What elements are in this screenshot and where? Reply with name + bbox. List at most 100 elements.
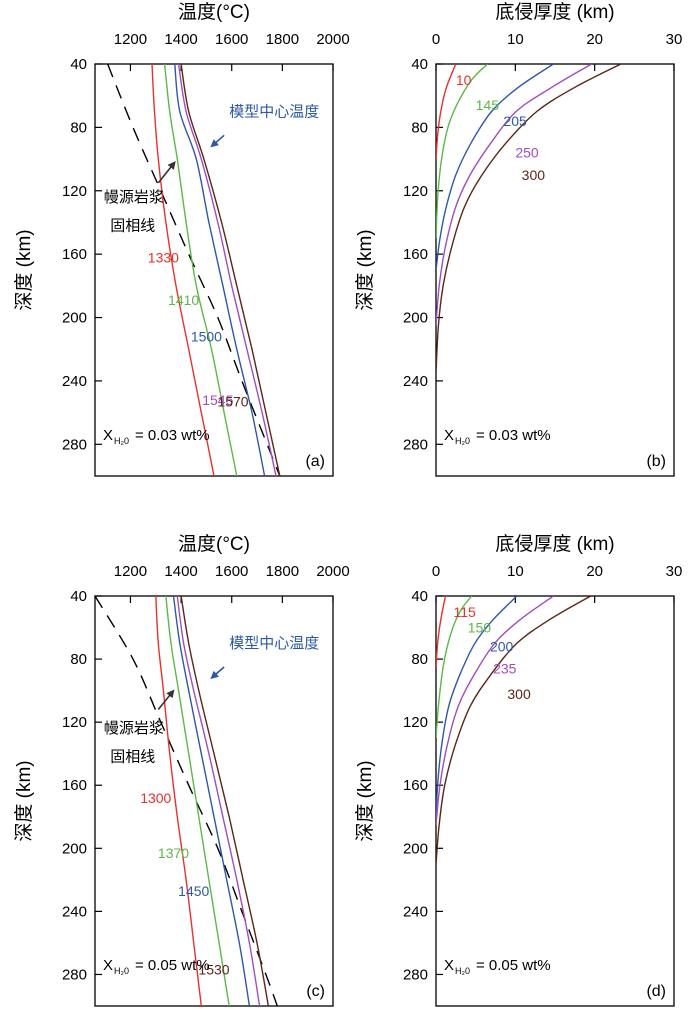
p2-plot-frame (435, 63, 675, 477)
panel-a: 1200 1400 1600 1800 2000 温度(°C) 40 80 120 160 200 2… (13, 1, 350, 477)
p4-curve-150 (436, 596, 473, 738)
p2-water-subscript: H₂0 (455, 436, 470, 446)
p4-curve-label-150: 150 (468, 620, 492, 636)
p3-x-tick-label: 1600 (215, 563, 248, 580)
p1-x-tick-label: 1800 (266, 31, 299, 48)
p4-curve-label-115: 115 (453, 604, 476, 620)
p2-x-axis-title: 底侵厚度 (km) (495, 1, 614, 23)
p1-curve-1570 (180, 64, 281, 476)
p3-y-tick-label: 160 (62, 777, 87, 794)
p3-curve-1530 (180, 596, 270, 1006)
panel-c: 1200 1400 1600 1800 2000 温度(°C) 40 80 120 160 200 2… (13, 533, 350, 1007)
p4-panel-label: (d) (646, 983, 666, 1000)
p2-curve-label-250: 250 (515, 145, 539, 161)
p1-x-tick-label: 1200 (114, 31, 147, 48)
p1-curve-label-1330: 1330 (148, 249, 179, 265)
p1-curve-1410 (163, 64, 238, 476)
p3-panel-label: (c) (306, 983, 325, 1000)
p1-water-subscript: H₂0 (114, 436, 129, 446)
p3-x-tick-label: 1800 (266, 563, 299, 580)
p4-y-tick-label: 240 (403, 903, 428, 920)
p1-x-axis-title: 温度(°C) (178, 1, 250, 23)
p3-y-tick-label: 240 (62, 903, 87, 920)
p3-water-symbol: X (103, 957, 113, 974)
p3-water-content: = 0.05 wt% (135, 957, 210, 974)
panel-b: 0 10 20 30 底侵厚度 (km) 40 80 120 160 200 240 280 深度 (k… (354, 1, 682, 477)
p3-curve-label-1450: 1450 (178, 883, 209, 899)
p2-y-tick-label: 160 (403, 246, 428, 263)
p1-y-axis-title: 深度 (km) (13, 229, 35, 310)
p3-x-axis-title: 温度(°C) (178, 533, 250, 555)
p2-curve-145 (436, 64, 489, 239)
p3-curve-label-1530: 1530 (198, 962, 229, 978)
p2-panel-label: (b) (646, 453, 666, 470)
p3-water-subscript: H₂0 (114, 966, 129, 976)
panel-d: 0 10 20 30 底侵厚度 (km) 40 80 120 160 200 240 280 深度 (k… (354, 533, 683, 1007)
p2-curve-205 (436, 64, 554, 271)
p3-y-tick-label: 280 (62, 966, 87, 983)
p3-y-tick-label: 80 (70, 651, 87, 668)
p3-solidus-line (95, 596, 278, 1006)
p3-x-tick-label: 1200 (114, 563, 147, 580)
p3-solidus-label: 幔源岩浆 (104, 719, 164, 737)
p1-panel-label: (a) (305, 453, 325, 470)
p4-curve-label-200: 200 (490, 638, 514, 654)
p4-x-tick-label: 30 (666, 563, 683, 580)
p3-y-tick-label: 200 (62, 840, 87, 857)
p1-curve-label-1500: 1500 (191, 329, 222, 345)
p3-y-tick-label: 120 (62, 714, 87, 731)
p1-curves (107, 64, 281, 476)
p2-x-tick-label: 0 (432, 31, 440, 48)
p3-solidus-label-2: 固相线 (110, 749, 155, 766)
p2-x-tick-label: 10 (507, 31, 524, 48)
p4-plot-frame (435, 595, 675, 1007)
p3-x-tick-label: 2000 (316, 563, 349, 580)
p3-curves (95, 596, 278, 1006)
p2-y-tick-label: 40 (411, 56, 428, 73)
p4-curve-300 (436, 596, 592, 865)
p3-model-center-arrow (210, 666, 225, 679)
p1-x-tick-label: 1400 (164, 31, 197, 48)
p2-curve-300 (436, 64, 622, 374)
p3-curve-1370 (165, 596, 230, 1006)
p1-solidus-line (107, 64, 281, 476)
p3-curve-1490 (176, 596, 261, 1006)
p4-x-tick-label: 20 (586, 563, 603, 580)
p2-curve-250 (436, 64, 592, 326)
p4-curve-235 (436, 596, 554, 825)
p4-curve-115 (436, 596, 447, 668)
p2-curve-10 (436, 64, 457, 160)
p4-water-symbol: X (444, 957, 454, 974)
p1-y-tick-label: 120 (62, 183, 87, 200)
p3-curve-1300 (155, 596, 202, 1006)
p4-x-axis-title: 底侵厚度 (km) (495, 533, 614, 555)
p2-y-tick-label: 280 (403, 436, 428, 453)
p3-y-tick-label: 40 (70, 588, 87, 605)
p2-water-content: = 0.03 wt% (476, 427, 551, 444)
p2-curves (436, 64, 622, 374)
p3-curve-1450 (172, 596, 251, 1006)
p4-curves (436, 596, 592, 865)
p2-y-tick-label: 80 (411, 119, 428, 136)
p1-y-tick-label: 280 (62, 436, 87, 453)
p1-plot-frame (94, 63, 334, 477)
p4-y-tick-label: 40 (411, 588, 428, 605)
p4-y-tick-label: 80 (411, 651, 428, 668)
p2-curve-label-300: 300 (522, 167, 546, 183)
p4-curve-label-300: 300 (507, 686, 531, 702)
p3-curve-label-1370: 1370 (158, 845, 189, 861)
p3-curve-label-1300: 1300 (140, 790, 171, 806)
p4-y-axis-title: 深度 (km) (354, 760, 376, 841)
p2-x-tick-label: 20 (586, 31, 603, 48)
p2-y-tick-label: 120 (403, 183, 428, 200)
p1-model-center-arrow (210, 134, 225, 148)
p1-model-center-label: 模型中心温度 (229, 103, 319, 120)
p4-x-tick-label: 10 (507, 563, 524, 580)
p1-y-tick-label: 200 (62, 310, 87, 327)
p1-solidus-label-2: 固相线 (110, 217, 155, 234)
p1-y-tick-label: 160 (62, 246, 87, 263)
p4-y-tick-label: 200 (403, 840, 428, 857)
p1-curve-1330 (151, 64, 215, 476)
p3-model-center-label: 模型中心温度 (229, 635, 319, 652)
p4-y-tick-label: 120 (403, 714, 428, 731)
